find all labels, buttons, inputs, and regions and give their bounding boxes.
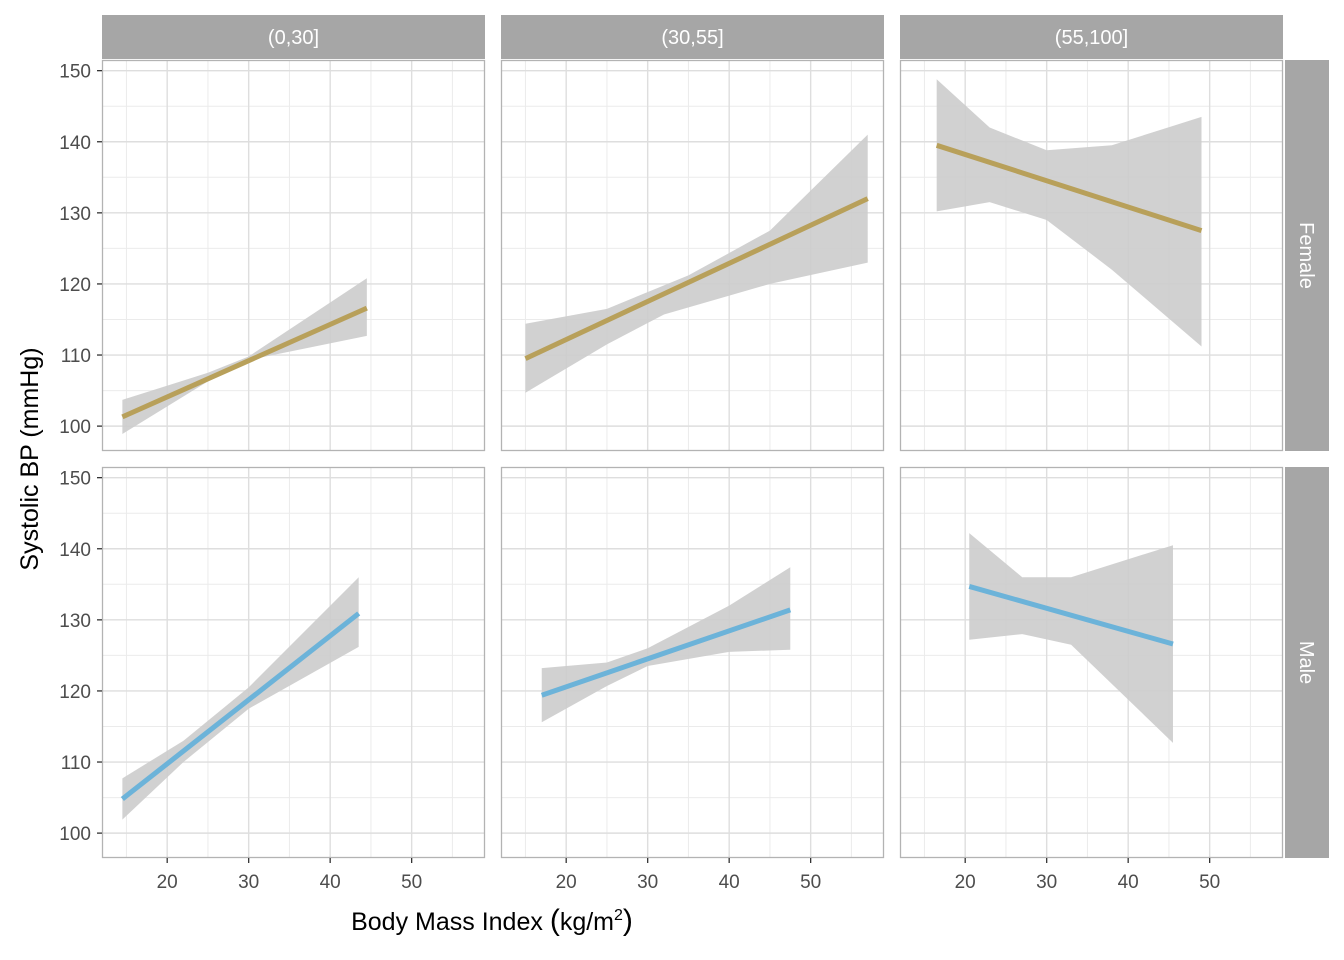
trend-line [524,196,869,361]
panel-c1-female [101,59,486,452]
x-tick-label: 30 [1036,872,1057,893]
panel-background [102,60,485,451]
panel-c2-female [500,59,885,452]
y-tick-label: 130 [59,611,91,632]
x-tick-label: 40 [1118,872,1139,893]
y-tick-label: 140 [59,540,91,561]
x-tick-label: 50 [1199,872,1220,893]
y-tick-label: 150 [59,469,91,490]
column-strip [900,15,1283,59]
y-tick-label: 100 [59,417,91,438]
row-strip [1285,467,1329,858]
column-strips: (0,30] (30,55] (55,100] [102,15,1283,59]
y-tick-label: 110 [61,753,91,774]
x-axis-title: Body Mass Index (kg/m2) [351,904,633,937]
panel-border [500,466,885,859]
panel-c1-male [101,466,486,859]
x-axis-title-label: Body Mass Index [351,908,543,936]
y-tick-label: 150 [59,62,91,83]
panels-layer [101,59,1284,859]
panel-background [501,467,884,858]
panel-c2-male [500,466,885,859]
x-axis-title-unit-sup: 2 [614,907,623,924]
column-strip-label: (0,30] [268,27,319,49]
panel-c3-female [899,59,1284,452]
column-strip-label: (30,55] [661,27,723,49]
column-strip [102,15,485,59]
confidence-band [541,567,791,723]
trend-line [540,607,792,698]
x-tick-label: 40 [320,872,341,893]
x-tick-label: 50 [401,872,422,893]
row-strip-label: Male [1295,641,1317,684]
y-axis-ticks: 100 110 120 130 140 150 100 110 120 130 140 150 [59,62,102,845]
x-tick-label: 50 [800,872,821,893]
x-tick-label: 30 [637,872,658,893]
confidence-band [122,278,367,434]
panel-border [500,59,885,452]
trend-line [968,584,1174,647]
row-strip-label: Female [1295,222,1317,289]
panel-border [899,59,1284,452]
panel-border [101,59,486,452]
row-strips: Female Male [1285,60,1329,858]
panel-border [101,466,486,859]
trend-line [121,305,368,420]
y-tick-label: 120 [59,682,91,703]
x-tick-label: 20 [955,872,976,893]
y-tick-label: 110 [61,346,91,367]
confidence-band [525,134,868,393]
y-axis-title: Systolic BP (mmHg) [16,347,44,570]
y-tick-label: 120 [59,275,91,296]
x-tick-label: 20 [556,872,577,893]
column-strip-label: (55,100] [1055,27,1128,49]
x-tick-label: 30 [238,872,259,893]
confidence-band [936,79,1202,347]
x-tick-label: 40 [719,872,740,893]
x-tick-label: 20 [157,872,178,893]
x-axis-ticks: 20 30 40 50 20 30 40 50 20 30 40 50 [157,858,1220,893]
trend-line [935,142,1203,233]
trend-line [120,611,361,801]
x-axis-title-unit: kg/m [560,908,614,936]
x-axis-title-paren-close: ) [623,904,633,937]
x-axis-title-paren-open: ( [550,904,560,937]
confidence-band [969,533,1173,743]
column-strip [501,15,884,59]
y-tick-label: 130 [59,204,91,225]
row-strip [1285,60,1329,451]
y-tick-label: 140 [59,133,91,154]
panel-c3-male [899,466,1284,859]
y-tick-label: 100 [59,824,91,845]
confidence-band [122,577,359,820]
panel-border [899,466,1284,859]
